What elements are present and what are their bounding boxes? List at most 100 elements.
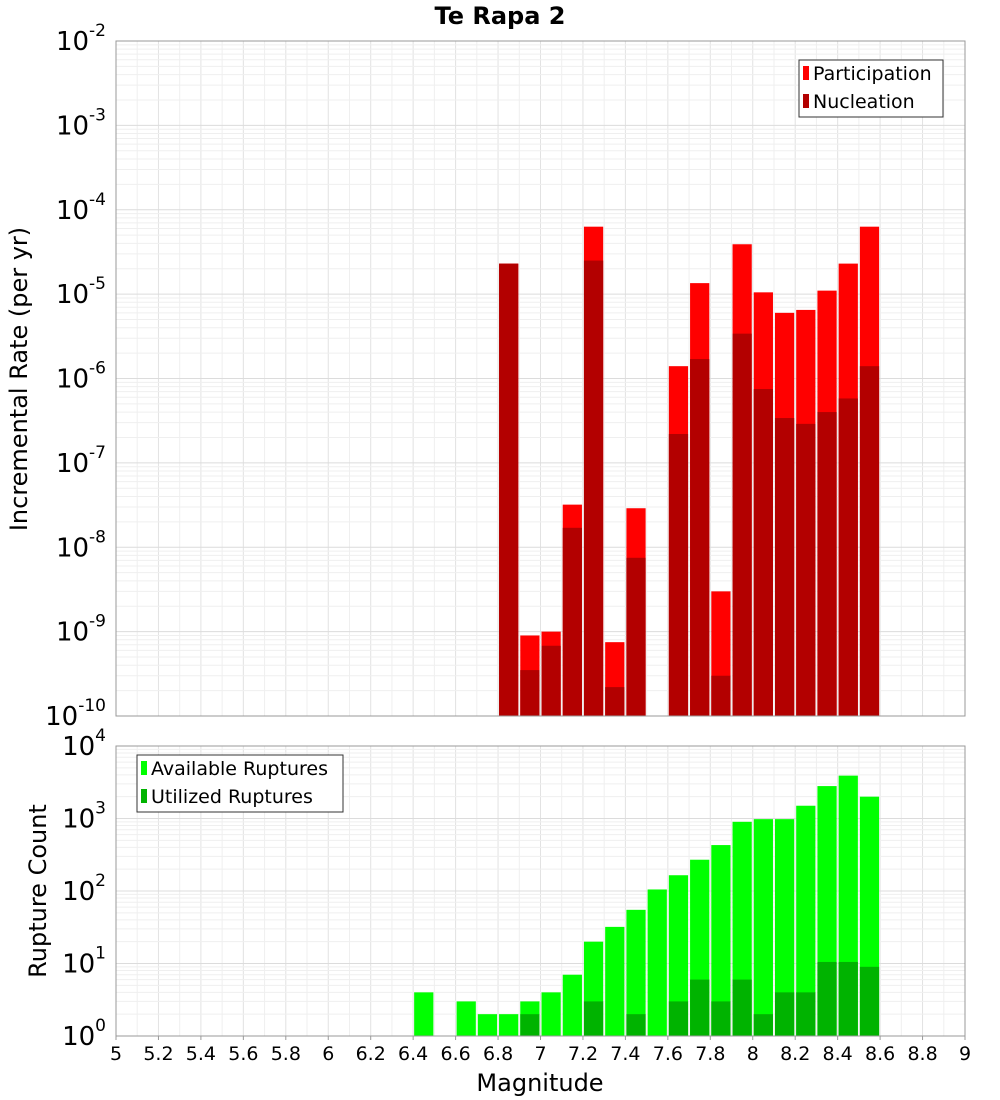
count-bars bbox=[414, 775, 880, 1036]
x-tick-label: 8.6 bbox=[865, 1043, 895, 1065]
available-ruptures-bar bbox=[414, 992, 434, 1036]
utilized-ruptures-bar bbox=[774, 992, 795, 1036]
x-tick-label: 5 bbox=[110, 1043, 122, 1065]
x-tick-label: 7.8 bbox=[695, 1043, 725, 1065]
utilized-ruptures-bar bbox=[838, 961, 858, 1036]
nucleation-bar bbox=[732, 333, 752, 716]
available-ruptures-bar bbox=[774, 819, 795, 1036]
available-ruptures-bar bbox=[562, 974, 582, 1036]
nucleation-legend-label: Nucleation bbox=[813, 91, 915, 113]
participation-legend-swatch bbox=[803, 66, 809, 80]
rate-y-axis-label: Incremental Rate (per yr) bbox=[5, 227, 33, 531]
available-ruptures-bar bbox=[668, 875, 689, 1036]
available-ruptures-bar bbox=[477, 1014, 498, 1036]
rate-y-tick-label: 10-3 bbox=[56, 105, 106, 141]
x-tick-label: 6.8 bbox=[483, 1043, 513, 1065]
x-tick-label: 8.4 bbox=[823, 1043, 853, 1065]
count-y-axis-label: Rupture Count bbox=[24, 804, 52, 978]
available-ruptures-bar bbox=[711, 845, 731, 1036]
rate-y-tick-label: 10-6 bbox=[56, 359, 106, 395]
utilized-ruptures-bar bbox=[753, 1014, 773, 1036]
nucleation-bar bbox=[711, 675, 731, 716]
utilized-ruptures-bar bbox=[859, 966, 880, 1036]
utilized-ruptures-bar bbox=[711, 1001, 731, 1036]
rate-bars bbox=[499, 226, 880, 717]
count-y-tick-label: 100 bbox=[62, 1016, 106, 1052]
available-ruptures-bar bbox=[541, 992, 561, 1036]
count-y-tick-label: 103 bbox=[62, 799, 106, 835]
nucleation-bar bbox=[605, 687, 625, 716]
nucleation-bar bbox=[562, 527, 582, 716]
count-legend: Available Ruptures Utilized Ruptures bbox=[136, 754, 344, 813]
x-tick-label: 7.2 bbox=[568, 1043, 598, 1065]
count-y-tick-label: 102 bbox=[62, 871, 106, 907]
utilized-ruptures-bar bbox=[796, 992, 816, 1036]
rate-plot-frame bbox=[115, 40, 966, 717]
rate-y-tick-label: 10-5 bbox=[56, 274, 106, 310]
nucleation-bar bbox=[838, 398, 858, 716]
nucleation-bar bbox=[774, 418, 795, 716]
x-tick-label: 7.4 bbox=[610, 1043, 640, 1065]
utilized-ruptures-bar bbox=[690, 979, 710, 1036]
x-tick-label: 6 bbox=[322, 1043, 334, 1065]
x-tick-label: 8 bbox=[747, 1043, 759, 1065]
available-ruptures-legend-label: Available Ruptures bbox=[151, 758, 328, 780]
nucleation-bar bbox=[626, 557, 646, 716]
x-tick-label: 8.2 bbox=[780, 1043, 810, 1065]
count-y-ticks: 100 101 102 103 104 bbox=[62, 726, 106, 1052]
available-ruptures-legend-swatch bbox=[141, 761, 147, 775]
available-ruptures-bar bbox=[647, 889, 667, 1036]
count-x-ticks: 5 5.2 5.4 5.6 5.8 6 6.2 6.4 6.6 6.8 7 7.2 7.4 7.6 7.8 8… bbox=[110, 1036, 971, 1065]
rate-legend: Participation Nucleation bbox=[798, 59, 944, 118]
rate-y-tick-label: 10-10 bbox=[45, 696, 106, 732]
utilized-ruptures-bar bbox=[732, 979, 752, 1036]
rate-y-tick-label: 10-2 bbox=[56, 21, 106, 57]
x-axis-label: Magnitude bbox=[476, 1069, 603, 1097]
rate-legend-box bbox=[798, 59, 944, 118]
utilized-ruptures-bar bbox=[817, 961, 837, 1036]
rate-y-tick-label: 10-9 bbox=[56, 612, 106, 648]
nucleation-bar bbox=[690, 359, 710, 716]
available-ruptures-bar bbox=[753, 819, 773, 1036]
x-tick-label: 6.6 bbox=[440, 1043, 470, 1065]
rate-gridlines bbox=[115, 41, 966, 717]
rate-y-tick-label: 10-4 bbox=[56, 190, 106, 226]
utilized-ruptures-legend-swatch bbox=[141, 789, 147, 803]
available-ruptures-bar bbox=[456, 1001, 476, 1036]
available-ruptures-bar bbox=[605, 926, 625, 1036]
participation-legend-label: Participation bbox=[813, 63, 932, 85]
utilized-ruptures-bar bbox=[583, 1001, 604, 1036]
x-tick-label: 6.2 bbox=[356, 1043, 386, 1065]
available-ruptures-bar bbox=[796, 805, 816, 1036]
nucleation-bar bbox=[583, 260, 604, 716]
rate-y-ticks: 10-10 10-9 10-8 10-7 10-6 10-5 10-4 10-3 10-2 bbox=[45, 21, 106, 732]
rate-y-tick-label: 10-7 bbox=[56, 443, 106, 479]
x-tick-label: 5.6 bbox=[228, 1043, 258, 1065]
x-tick-label: 5.2 bbox=[143, 1043, 173, 1065]
nucleation-legend-swatch bbox=[803, 94, 809, 108]
x-tick-label: 6.4 bbox=[398, 1043, 428, 1065]
x-tick-label: 7 bbox=[534, 1043, 546, 1065]
x-tick-label: 9 bbox=[959, 1043, 971, 1065]
nucleation-bar bbox=[520, 670, 540, 716]
utilized-ruptures-bar bbox=[520, 1014, 540, 1036]
count-legend-box bbox=[136, 754, 344, 813]
nucleation-bar bbox=[817, 412, 837, 716]
nucleation-bar bbox=[859, 366, 880, 716]
count-panel: 100 101 102 103 104 5 5.2 5.4 5.6 5.8 6 6.2 6.4 6.6 6… bbox=[24, 726, 971, 1097]
utilized-ruptures-bar bbox=[626, 1014, 646, 1036]
utilized-ruptures-legend-label: Utilized Ruptures bbox=[151, 786, 313, 808]
available-ruptures-bar bbox=[499, 1014, 519, 1036]
x-tick-label: 7.6 bbox=[653, 1043, 683, 1065]
nucleation-bar bbox=[668, 433, 689, 716]
nucleation-bar bbox=[499, 263, 519, 716]
nucleation-bar bbox=[796, 423, 816, 716]
utilized-ruptures-bar bbox=[668, 1001, 689, 1036]
x-tick-label: 5.8 bbox=[271, 1043, 301, 1065]
available-ruptures-bar bbox=[626, 909, 646, 1036]
rate-panel: 10-10 10-9 10-8 10-7 10-6 10-5 10-4 10-3 10-2 In… bbox=[5, 21, 966, 732]
nucleation-bar bbox=[753, 389, 773, 716]
nucleation-bar bbox=[541, 645, 561, 716]
x-tick-label: 8.8 bbox=[907, 1043, 937, 1065]
